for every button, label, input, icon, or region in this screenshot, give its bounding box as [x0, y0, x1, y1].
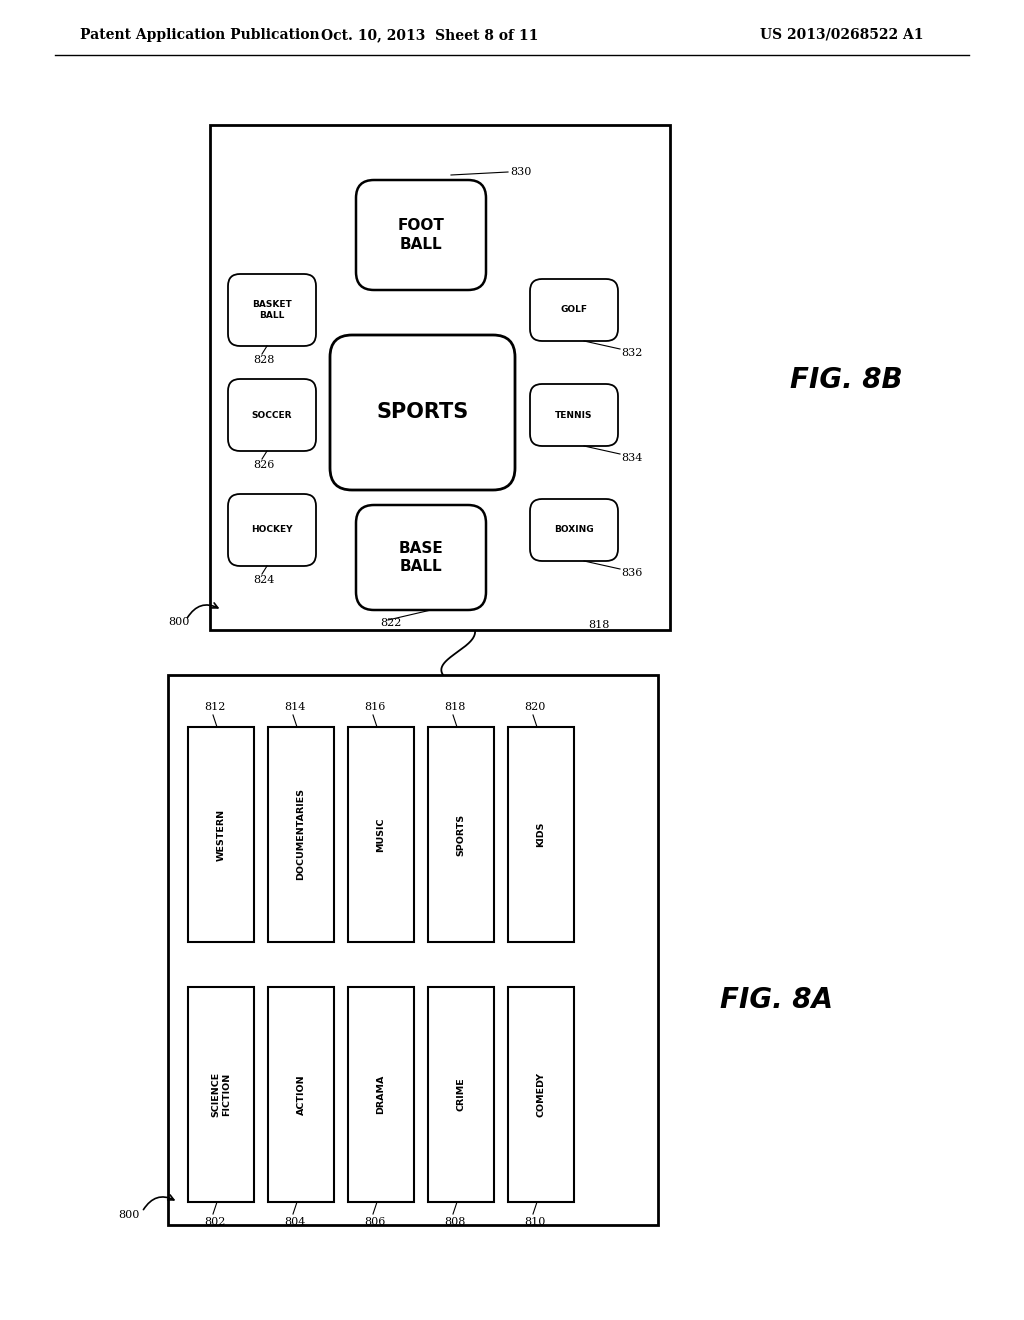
Text: 814: 814	[285, 702, 306, 711]
Bar	[508, 987, 574, 1203]
Text: 834: 834	[621, 453, 642, 463]
FancyBboxPatch shape	[356, 180, 486, 290]
FancyBboxPatch shape	[356, 506, 486, 610]
Bar	[168, 675, 658, 1225]
Text: 818: 818	[588, 620, 609, 630]
FancyBboxPatch shape	[228, 379, 316, 451]
Text: DOCUMENTARIES: DOCUMENTARIES	[297, 788, 305, 880]
Text: 836: 836	[621, 568, 642, 578]
Text: BASE
BALL: BASE BALL	[398, 541, 443, 574]
Text: 812: 812	[205, 702, 225, 711]
Text: 824: 824	[253, 576, 274, 585]
Text: FIG. 8B: FIG. 8B	[790, 366, 902, 393]
Text: TENNIS: TENNIS	[555, 411, 593, 420]
FancyBboxPatch shape	[530, 499, 618, 561]
Text: 828: 828	[253, 355, 274, 366]
FancyBboxPatch shape	[330, 335, 515, 490]
Bar	[348, 727, 414, 942]
Text: 830: 830	[510, 168, 531, 177]
Bar	[188, 727, 254, 942]
Bar	[348, 987, 414, 1203]
Bar	[210, 125, 670, 630]
Text: 822: 822	[380, 618, 401, 628]
Text: 818: 818	[444, 702, 466, 711]
Text: 808: 808	[444, 1217, 466, 1228]
Text: FIG. 8A: FIG. 8A	[720, 986, 833, 1014]
Text: COMEDY: COMEDY	[537, 1072, 546, 1117]
Text: DRAMA: DRAMA	[377, 1074, 385, 1114]
Text: WESTERN: WESTERN	[216, 808, 225, 861]
Text: 826: 826	[253, 459, 274, 470]
FancyBboxPatch shape	[530, 279, 618, 341]
Text: BASKET
BALL: BASKET BALL	[252, 300, 292, 319]
Text: 816: 816	[365, 702, 386, 711]
Text: 810: 810	[524, 1217, 546, 1228]
Text: SPORTS: SPORTS	[457, 813, 466, 855]
Text: CRIME: CRIME	[457, 1077, 466, 1111]
Text: SOCCER: SOCCER	[252, 411, 292, 420]
Bar	[188, 987, 254, 1203]
Bar	[268, 987, 334, 1203]
Text: FOOT
BALL: FOOT BALL	[397, 218, 444, 252]
Text: 832: 832	[621, 348, 642, 358]
Text: MUSIC: MUSIC	[377, 817, 385, 851]
FancyBboxPatch shape	[228, 275, 316, 346]
Text: KIDS: KIDS	[537, 822, 546, 847]
Text: HOCKEY: HOCKEY	[251, 525, 293, 535]
Text: SCIENCE
FICTION: SCIENCE FICTION	[211, 1072, 230, 1117]
FancyBboxPatch shape	[530, 384, 618, 446]
Bar	[428, 987, 494, 1203]
Text: 804: 804	[285, 1217, 306, 1228]
Text: 806: 806	[365, 1217, 386, 1228]
Text: 802: 802	[205, 1217, 225, 1228]
Text: US 2013/0268522 A1: US 2013/0268522 A1	[760, 28, 924, 42]
FancyBboxPatch shape	[228, 494, 316, 566]
Text: 800: 800	[168, 616, 189, 627]
Text: ACTION: ACTION	[297, 1074, 305, 1115]
Bar	[428, 727, 494, 942]
Bar	[508, 727, 574, 942]
Text: GOLF: GOLF	[560, 305, 588, 314]
Text: Oct. 10, 2013  Sheet 8 of 11: Oct. 10, 2013 Sheet 8 of 11	[322, 28, 539, 42]
Text: Patent Application Publication: Patent Application Publication	[80, 28, 319, 42]
Bar	[268, 727, 334, 942]
Text: SPORTS: SPORTS	[377, 403, 469, 422]
Text: BOXING: BOXING	[554, 525, 594, 535]
Text: 820: 820	[524, 702, 546, 711]
Text: 800: 800	[118, 1210, 139, 1220]
